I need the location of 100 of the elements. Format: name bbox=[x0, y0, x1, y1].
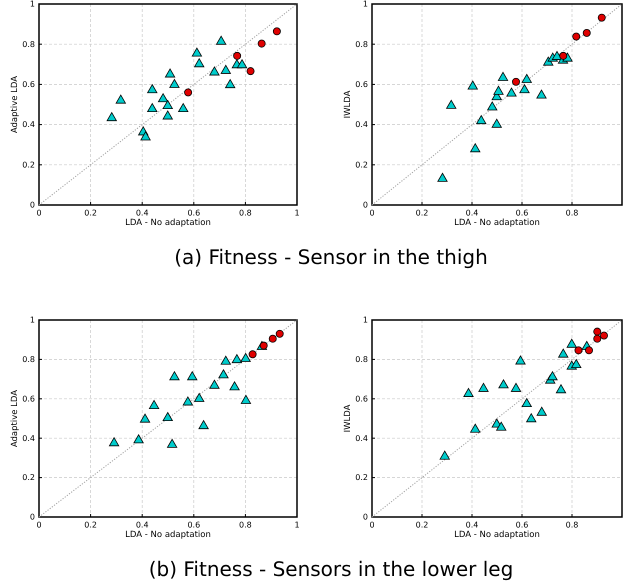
point bbox=[140, 131, 151, 140]
point bbox=[440, 450, 450, 460]
point bbox=[522, 398, 532, 408]
x-tick-label: 0.6 bbox=[187, 208, 200, 218]
y-tick-label: 0.8 bbox=[355, 40, 368, 49]
point bbox=[478, 382, 489, 392]
x-tick-label: 0 bbox=[36, 208, 42, 218]
x-axis-title: LDA - No adaptation bbox=[454, 530, 540, 540]
point bbox=[572, 32, 580, 41]
point bbox=[147, 103, 158, 112]
y-tick-label: 0.2 bbox=[355, 473, 368, 482]
y-axis-title: Adaptive LDA bbox=[10, 390, 20, 448]
point bbox=[498, 379, 509, 388]
point bbox=[240, 394, 251, 404]
x-tick-label: 0 bbox=[369, 208, 375, 218]
point bbox=[476, 115, 486, 124]
point bbox=[233, 52, 242, 60]
x-tick-label: 0.6 bbox=[516, 208, 528, 218]
point bbox=[571, 359, 582, 368]
point bbox=[510, 382, 522, 392]
point bbox=[470, 424, 480, 433]
point bbox=[258, 40, 266, 48]
point bbox=[536, 406, 547, 416]
point bbox=[194, 392, 204, 402]
point bbox=[446, 100, 456, 109]
point bbox=[178, 103, 188, 112]
y-tick-label: 1 bbox=[362, 316, 368, 325]
point bbox=[229, 381, 240, 390]
point bbox=[248, 350, 257, 358]
y-tick-label: 0.8 bbox=[22, 40, 35, 49]
point bbox=[162, 110, 173, 120]
y-axis-title: Adaptive LDA bbox=[10, 76, 20, 134]
y-tick-label: 0.2 bbox=[355, 160, 368, 170]
y-tick-label: 1 bbox=[362, 0, 368, 9]
point bbox=[148, 400, 160, 409]
y-tick-label: 1 bbox=[30, 0, 35, 9]
point bbox=[437, 172, 448, 182]
point bbox=[164, 68, 176, 78]
y-tick-label: 0.6 bbox=[22, 394, 35, 404]
y-tick-label: 0.6 bbox=[355, 394, 368, 404]
y-tick-label: 0.4 bbox=[355, 434, 368, 443]
x-tick-label: 0.2 bbox=[84, 208, 97, 218]
point bbox=[209, 380, 220, 389]
point bbox=[493, 86, 504, 95]
point bbox=[506, 88, 517, 97]
point bbox=[187, 371, 198, 380]
point bbox=[218, 369, 229, 378]
point bbox=[463, 388, 474, 397]
point bbox=[162, 412, 173, 422]
point bbox=[192, 48, 202, 57]
point bbox=[116, 94, 126, 104]
point bbox=[167, 438, 178, 448]
point bbox=[162, 100, 173, 110]
text: (a) Fitness - Sensor in the thigh bbox=[174, 245, 488, 269]
point bbox=[593, 334, 602, 343]
point bbox=[220, 356, 231, 365]
x-tick-label: 1 bbox=[294, 520, 300, 530]
point bbox=[582, 28, 591, 37]
point bbox=[566, 338, 577, 348]
y-tick-label: 0.4 bbox=[22, 120, 35, 130]
point bbox=[198, 420, 209, 430]
point bbox=[272, 27, 281, 36]
point bbox=[158, 93, 168, 102]
point bbox=[184, 88, 192, 96]
y-tick-label: 0.6 bbox=[22, 80, 35, 89]
point bbox=[598, 14, 606, 22]
point bbox=[169, 371, 180, 380]
y-tick-label: 0.4 bbox=[22, 434, 35, 443]
point bbox=[536, 90, 547, 99]
x-tick-label: 0.6 bbox=[187, 520, 200, 530]
point bbox=[108, 437, 120, 446]
point bbox=[216, 36, 226, 45]
point bbox=[236, 59, 248, 68]
x-tick-label: 0 bbox=[36, 520, 42, 530]
point bbox=[498, 72, 508, 81]
point bbox=[232, 354, 242, 364]
point bbox=[593, 328, 602, 336]
x-tick-label: 0.2 bbox=[416, 208, 428, 218]
point bbox=[519, 84, 530, 94]
y-tick-label: 0 bbox=[30, 512, 35, 522]
x-axis-title: LDA - No adaptation bbox=[454, 218, 540, 228]
y-axis-title: IWLDA bbox=[343, 404, 353, 432]
y-tick-label: 0 bbox=[362, 512, 368, 522]
point bbox=[585, 346, 593, 354]
point bbox=[220, 64, 231, 74]
y-tick-label: 0.6 bbox=[355, 80, 368, 89]
point bbox=[134, 434, 144, 444]
y-tick-label: 0.4 bbox=[355, 120, 368, 130]
point bbox=[225, 79, 236, 88]
point bbox=[526, 413, 536, 422]
point bbox=[496, 422, 506, 431]
x-tick-label: 0.8 bbox=[566, 520, 578, 530]
point bbox=[470, 143, 480, 152]
y-tick-label: 0.8 bbox=[22, 354, 35, 364]
point bbox=[260, 342, 268, 350]
x-axis-title: LDA - No adaptation bbox=[125, 218, 211, 228]
y-tick-label: 0 bbox=[30, 200, 35, 210]
point bbox=[558, 348, 568, 358]
y-tick-label: 0.8 bbox=[355, 354, 368, 364]
point bbox=[556, 384, 566, 394]
